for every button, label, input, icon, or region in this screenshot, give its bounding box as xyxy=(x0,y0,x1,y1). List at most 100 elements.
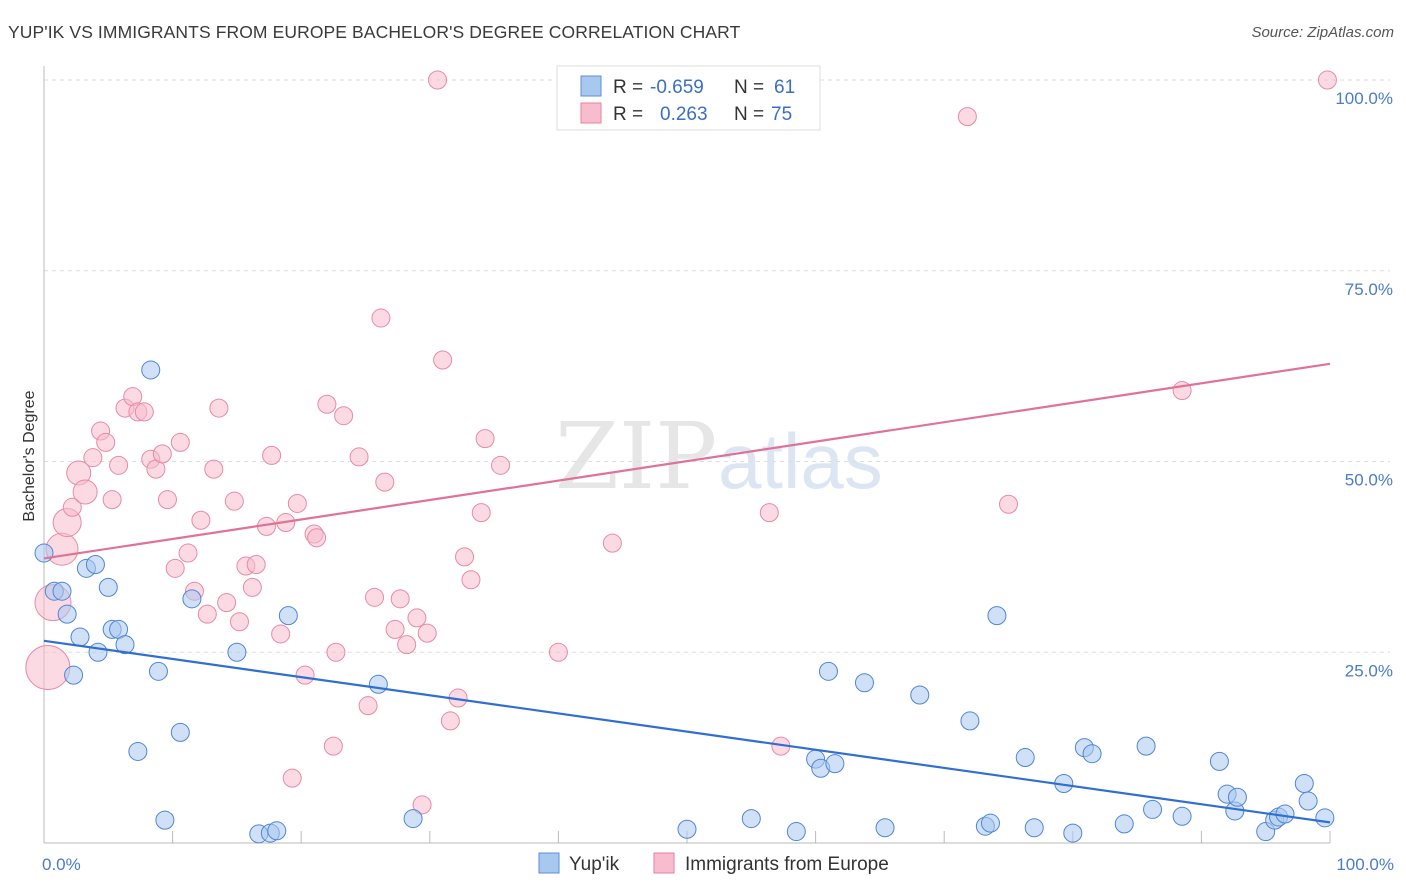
immigrants-point xyxy=(72,479,98,505)
y-axis-label: Bachelor's Degree xyxy=(21,390,38,521)
x-tick-label-max: 100.0% xyxy=(1336,855,1394,874)
immigrants-point xyxy=(385,619,405,639)
yupik-point xyxy=(741,809,761,829)
immigrants-point xyxy=(209,398,229,418)
immigrants-point xyxy=(358,696,378,716)
legend-r-label-immigrants: R = xyxy=(613,104,643,125)
immigrants-point xyxy=(428,70,448,90)
trend-line-immigrants xyxy=(43,362,1331,560)
immigrants-point xyxy=(165,558,185,578)
immigrants-point xyxy=(191,510,211,530)
yupik-point xyxy=(1082,744,1102,764)
y-tick-label: 50.0% xyxy=(1345,471,1393,490)
yupik-point xyxy=(854,673,874,693)
immigrants-point xyxy=(224,491,244,511)
legend-r-value-yupik: -0.659 xyxy=(650,77,704,98)
yupik-point xyxy=(57,604,77,624)
immigrants-point xyxy=(1317,70,1337,90)
immigrants-point xyxy=(134,402,154,422)
yupik-point xyxy=(141,360,161,380)
immigrants-point xyxy=(262,445,282,465)
yupik-point xyxy=(85,555,105,575)
yupik-point xyxy=(182,589,202,609)
immigrants-point xyxy=(417,623,437,643)
yupik-point xyxy=(88,642,108,662)
yupik-point xyxy=(403,809,423,829)
y-tick-label: 75.0% xyxy=(1345,280,1393,299)
immigrants-point xyxy=(242,577,262,597)
immigrants-point xyxy=(282,768,302,788)
yupik-point xyxy=(227,642,247,662)
legend-n-label-immigrants: N = xyxy=(734,104,764,125)
yupik-point xyxy=(1172,806,1192,826)
yupik-point xyxy=(1294,773,1314,793)
immigrants-point xyxy=(109,455,129,475)
bottom-legend-swatch-immigrants xyxy=(653,852,675,874)
immigrants-point xyxy=(307,528,327,548)
y-tick-label: 100.0% xyxy=(1335,89,1393,108)
immigrants-point xyxy=(334,406,354,426)
series-legend: Yup'ik Immigrants from Europe xyxy=(538,852,889,875)
yupik-point xyxy=(1024,818,1044,838)
yupik-point xyxy=(960,711,980,731)
yupik-point xyxy=(987,606,1007,626)
yupik-point xyxy=(155,810,175,830)
y-tick-label: 25.0% xyxy=(1345,661,1393,680)
immigrants-point xyxy=(287,493,307,513)
immigrants-point xyxy=(602,533,622,553)
yupik-point xyxy=(1136,736,1156,756)
yupik-point xyxy=(64,665,84,685)
series-yupik-points xyxy=(34,360,1335,844)
yupik-point xyxy=(1298,791,1318,811)
immigrants-point xyxy=(371,308,391,328)
yupik-point xyxy=(34,543,54,563)
immigrants-point xyxy=(204,459,224,479)
bottom-legend-swatch-yupik xyxy=(538,852,560,874)
x-tick-marks xyxy=(172,831,1331,843)
yupik-point xyxy=(278,606,298,626)
yupik-point xyxy=(128,741,148,761)
yupik-point xyxy=(1143,799,1163,819)
immigrants-point xyxy=(491,455,511,475)
yupik-point xyxy=(1015,748,1035,768)
immigrants-point xyxy=(295,665,315,685)
series-immigrants-points xyxy=(25,68,1337,815)
immigrants-point xyxy=(323,736,343,756)
immigrants-point xyxy=(326,642,346,662)
yupik-point xyxy=(875,818,895,838)
immigrants-point xyxy=(433,350,453,370)
chart-title: YUP'IK VS IMMIGRANTS FROM EUROPE BACHELO… xyxy=(8,22,741,42)
legend-n-value-yupik: 61 xyxy=(774,77,795,98)
yupik-point xyxy=(1275,804,1295,824)
yupik-point xyxy=(677,819,697,839)
yupik-point xyxy=(115,635,135,655)
legend-swatch-yupik xyxy=(580,75,602,97)
immigrants-point xyxy=(759,503,779,523)
immigrants-point xyxy=(957,107,977,127)
immigrants-point xyxy=(152,444,172,464)
immigrants-point xyxy=(170,432,190,452)
trend-lines xyxy=(43,362,1331,824)
immigrants-point xyxy=(62,497,82,517)
yupik-point xyxy=(910,685,930,705)
immigrants-point xyxy=(999,494,1018,514)
yupik-point xyxy=(818,661,838,681)
immigrants-point xyxy=(455,547,475,567)
yupik-point xyxy=(786,822,806,842)
x-tick-label-min: 0.0% xyxy=(42,855,81,874)
immigrants-point xyxy=(397,635,417,655)
immigrants-point xyxy=(461,570,481,590)
yupik-point xyxy=(825,754,845,774)
yupik-point xyxy=(1114,814,1134,834)
immigrants-point xyxy=(349,447,369,467)
immigrants-point xyxy=(102,490,122,510)
immigrants-point xyxy=(365,587,385,607)
immigrants-point xyxy=(471,503,491,523)
yupik-point xyxy=(980,813,1000,833)
stats-legend: R = -0.659 N = 61 R = 0.263 N = 75 xyxy=(556,65,821,131)
immigrants-point xyxy=(83,448,103,468)
trend-line-yupik xyxy=(43,639,1331,824)
yupik-point xyxy=(148,661,168,681)
y-tick-labels: 25.0% 50.0% 75.0% 100.0% xyxy=(1335,89,1393,680)
